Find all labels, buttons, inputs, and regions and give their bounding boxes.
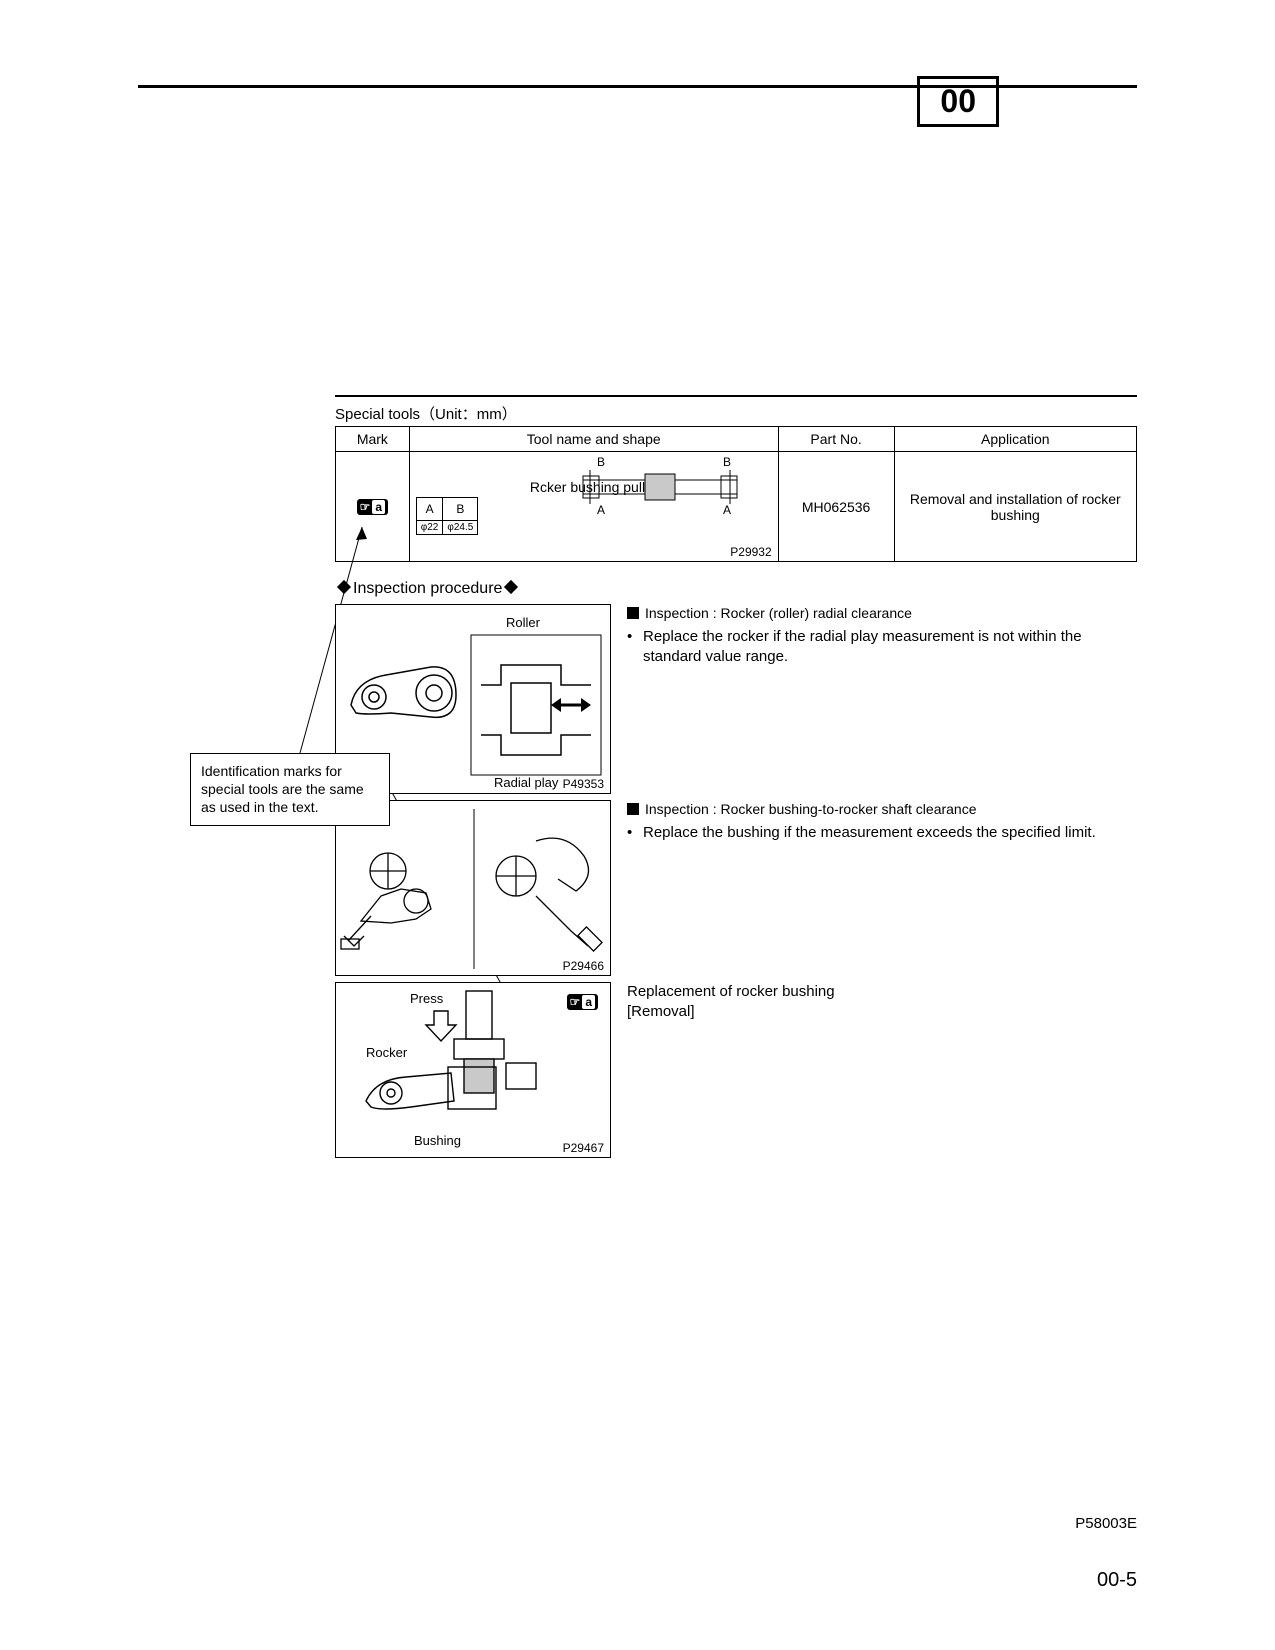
press-label: Press bbox=[410, 991, 443, 1006]
svg-text:B: B bbox=[597, 456, 605, 469]
th-part: Part No. bbox=[778, 427, 894, 452]
diamond-icon bbox=[504, 580, 518, 594]
section-number-box: 00 bbox=[917, 76, 999, 127]
figure-id: P29467 bbox=[563, 1141, 604, 1155]
th-shape: Tool name and shape bbox=[409, 427, 778, 452]
th-mark: Mark bbox=[336, 427, 410, 452]
roller-label: Roller bbox=[506, 615, 540, 630]
inspection-heading: Inspection procedure bbox=[335, 580, 1137, 598]
procedure-text: Inspection : Rocker bushing-to-rocker sh… bbox=[627, 800, 1137, 976]
page-header: 00 bbox=[138, 38, 1137, 88]
procedure-row: P29466 Inspection : Rocker bushing-to-ro… bbox=[335, 800, 1137, 976]
square-icon bbox=[627, 803, 639, 815]
procedure-row: Press Rocker Bushing ☞a P29467 Replaceme… bbox=[335, 982, 1137, 1158]
part-no-cell: MH062536 bbox=[778, 452, 894, 562]
figure-id: P49353 bbox=[563, 777, 604, 791]
callout-box: Identification marks for special tools a… bbox=[190, 753, 390, 826]
page-code: P58003E bbox=[1075, 1515, 1137, 1532]
content-area: Special tools（Unit：mm） Mark Tool name an… bbox=[335, 395, 1137, 1158]
radial-label: Radial play bbox=[494, 775, 558, 790]
procedure-text: Inspection : Rocker (roller) radial clea… bbox=[627, 604, 1137, 794]
mark-badge-in-fig: ☞a bbox=[567, 993, 598, 1011]
figure-id: P29466 bbox=[563, 959, 604, 973]
figure-box: P29466 bbox=[335, 800, 611, 976]
tool-shape-icon: B B A A bbox=[575, 456, 745, 546]
table-row: ☞a Rcker bushing puller AB φ22φ24.5 B B bbox=[336, 452, 1137, 562]
figure-id: P29932 bbox=[730, 545, 771, 559]
bushing-clearance-icon bbox=[336, 801, 612, 977]
diamond-icon bbox=[337, 580, 351, 594]
page-number: 00-5 bbox=[1097, 1569, 1137, 1592]
special-tools-table: Mark Tool name and shape Part No. Applic… bbox=[335, 426, 1137, 562]
square-icon bbox=[627, 607, 639, 619]
mark-badge-icon: ☞a bbox=[357, 499, 388, 515]
svg-text:A: A bbox=[597, 503, 605, 517]
mark-cell: ☞a bbox=[336, 452, 410, 562]
application-cell: Removal and installation of rocker bushi… bbox=[894, 452, 1136, 562]
procedure-text: Replacement of rocker bushing [Removal] bbox=[627, 982, 1137, 1158]
bushing-label: Bushing bbox=[414, 1133, 461, 1148]
dim-table: AB φ22φ24.5 bbox=[416, 497, 479, 535]
procedure-row: Roller Radial play P49353 Inspection : R… bbox=[335, 604, 1137, 794]
table-caption: Special tools（Unit：mm） bbox=[335, 403, 1137, 424]
figure-box: Press Rocker Bushing ☞a P29467 bbox=[335, 982, 611, 1158]
th-app: Application bbox=[894, 427, 1136, 452]
svg-text:B: B bbox=[723, 456, 731, 469]
svg-text:A: A bbox=[723, 503, 731, 517]
shape-cell: Rcker bushing puller AB φ22φ24.5 B B A bbox=[409, 452, 778, 562]
rocker-label: Rocker bbox=[366, 1045, 407, 1060]
